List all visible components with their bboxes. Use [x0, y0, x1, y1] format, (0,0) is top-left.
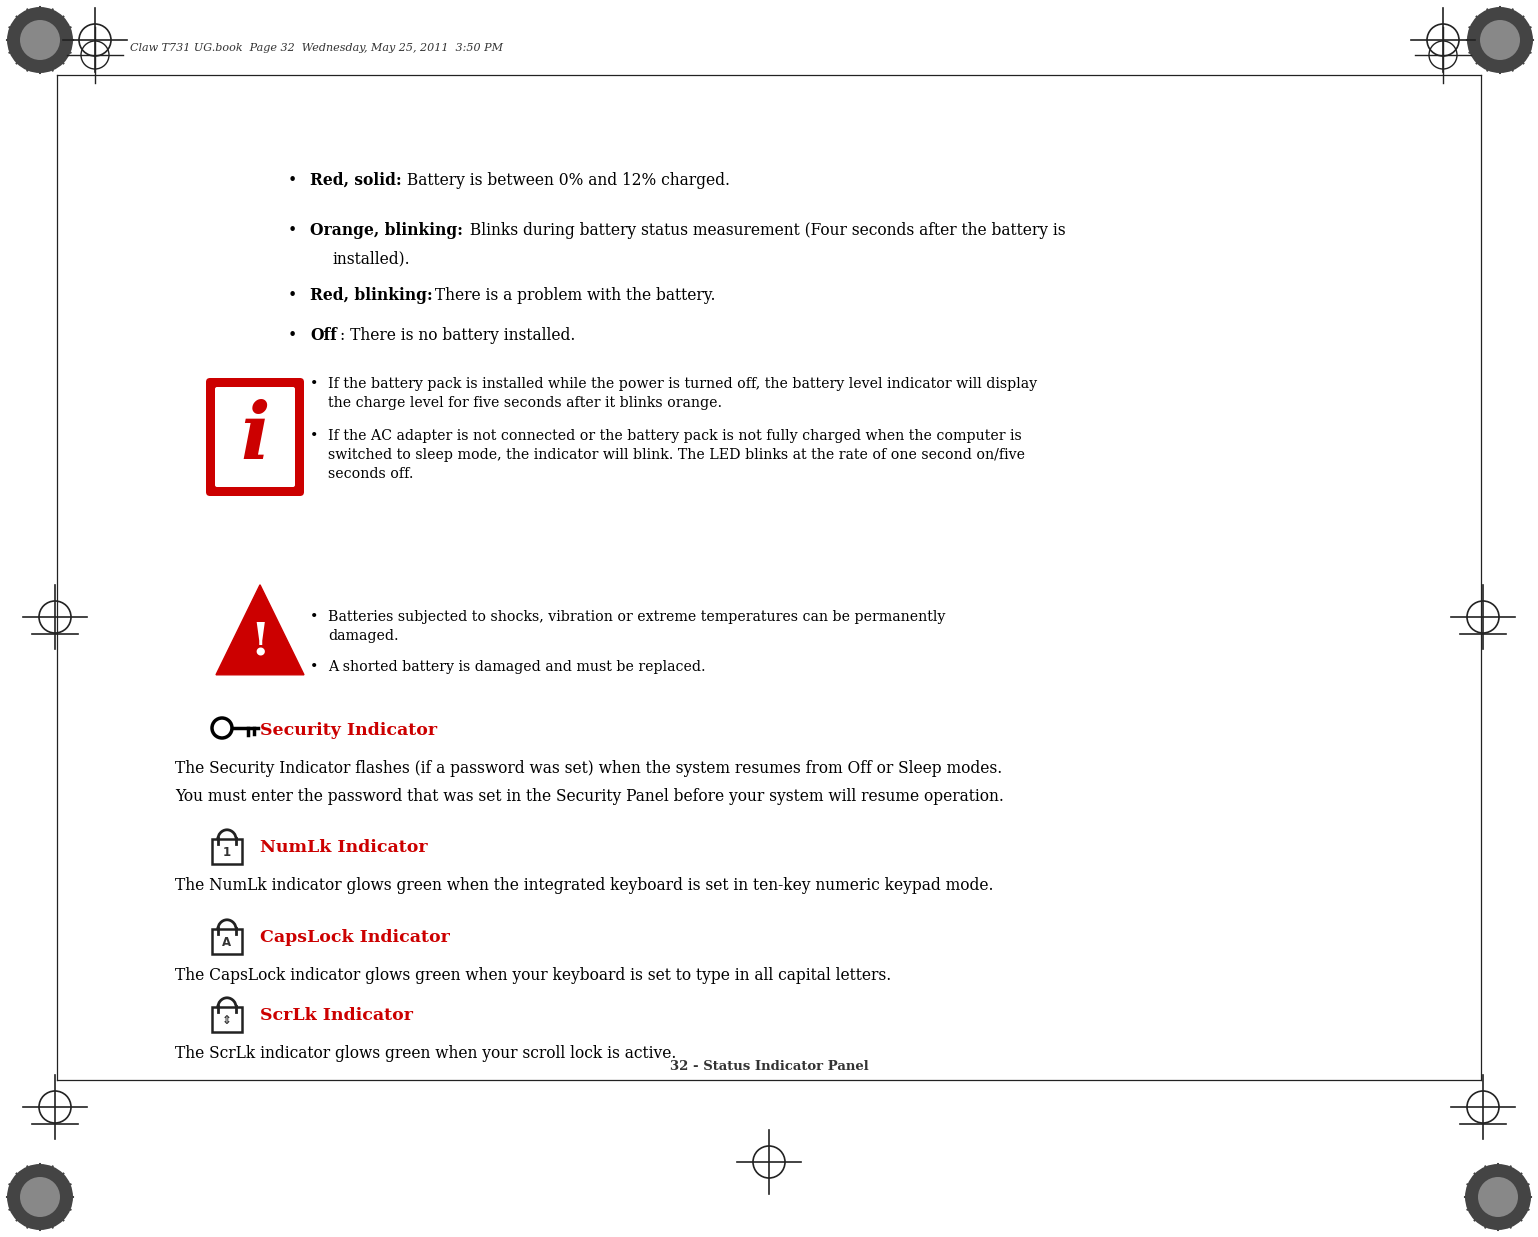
Text: NumLk Indicator: NumLk Indicator [260, 839, 428, 856]
Text: Blinks during battery status measurement (Four seconds after the battery is: Blinks during battery status measurement… [464, 221, 1066, 239]
Text: 32 - Status Indicator Panel: 32 - Status Indicator Panel [669, 1060, 869, 1074]
Text: installed).: installed). [332, 250, 409, 267]
Text: Orange, blinking:: Orange, blinking: [311, 221, 463, 239]
Text: Security Indicator: Security Indicator [260, 722, 437, 738]
Text: •: • [309, 429, 318, 443]
Text: •: • [309, 661, 318, 674]
Text: seconds off.: seconds off. [328, 468, 414, 481]
Circle shape [20, 20, 60, 61]
Text: !: ! [251, 621, 269, 663]
FancyBboxPatch shape [206, 379, 305, 496]
Text: •: • [288, 221, 297, 239]
Text: •: • [309, 377, 318, 391]
FancyBboxPatch shape [215, 387, 295, 487]
Text: •: • [288, 287, 297, 304]
Text: the charge level for five seconds after it blinks orange.: the charge level for five seconds after … [328, 396, 723, 409]
Text: •: • [288, 172, 297, 189]
Text: : There is no battery installed.: : There is no battery installed. [340, 327, 575, 344]
Text: Red, blinking:: Red, blinking: [311, 287, 432, 304]
Text: 1: 1 [223, 846, 231, 860]
Circle shape [1480, 20, 1520, 61]
Circle shape [8, 1164, 72, 1230]
Text: switched to sleep mode, the indicator will blink. The LED blinks at the rate of : switched to sleep mode, the indicator wi… [328, 448, 1024, 461]
Text: Red, solid:: Red, solid: [311, 172, 401, 189]
Text: i: i [240, 398, 269, 475]
FancyBboxPatch shape [212, 839, 241, 863]
FancyBboxPatch shape [212, 1007, 241, 1032]
Text: If the AC adapter is not connected or the battery pack is not fully charged when: If the AC adapter is not connected or th… [328, 429, 1021, 443]
Text: The ScrLk indicator glows green when your scroll lock is active.: The ScrLk indicator glows green when you… [175, 1045, 677, 1063]
Text: A shorted battery is damaged and must be replaced.: A shorted battery is damaged and must be… [328, 661, 706, 674]
Text: damaged.: damaged. [328, 628, 398, 643]
FancyBboxPatch shape [212, 929, 241, 954]
Text: ScrLk Indicator: ScrLk Indicator [260, 1007, 414, 1024]
Text: Off: Off [311, 327, 337, 344]
Circle shape [20, 1176, 60, 1217]
Text: The CapsLock indicator glows green when your keyboard is set to type in all capi: The CapsLock indicator glows green when … [175, 967, 891, 983]
Text: If the battery pack is installed while the power is turned off, the battery leve: If the battery pack is installed while t… [328, 377, 1037, 391]
Text: There is a problem with the battery.: There is a problem with the battery. [431, 287, 715, 304]
Circle shape [1478, 1176, 1518, 1217]
Text: ⇕: ⇕ [221, 1014, 232, 1028]
Text: Batteries subjected to shocks, vibration or extreme temperatures can be permanen: Batteries subjected to shocks, vibration… [328, 610, 946, 623]
Text: Battery is between 0% and 12% charged.: Battery is between 0% and 12% charged. [401, 172, 731, 189]
Text: Claw T731 UG.book  Page 32  Wednesday, May 25, 2011  3:50 PM: Claw T731 UG.book Page 32 Wednesday, May… [131, 43, 503, 53]
Text: A: A [223, 936, 232, 950]
Text: You must enter the password that was set in the Security Panel before your syste: You must enter the password that was set… [175, 788, 1004, 805]
Text: The NumLk indicator glows green when the integrated keyboard is set in ten-key n: The NumLk indicator glows green when the… [175, 877, 994, 894]
Text: •: • [309, 610, 318, 623]
Polygon shape [215, 585, 305, 675]
Circle shape [1466, 1164, 1530, 1230]
Circle shape [1467, 7, 1533, 73]
Text: •: • [288, 327, 297, 344]
Text: The Security Indicator flashes (if a password was set) when the system resumes f: The Security Indicator flashes (if a pas… [175, 760, 1003, 777]
Circle shape [8, 7, 72, 73]
Text: CapsLock Indicator: CapsLock Indicator [260, 929, 451, 946]
